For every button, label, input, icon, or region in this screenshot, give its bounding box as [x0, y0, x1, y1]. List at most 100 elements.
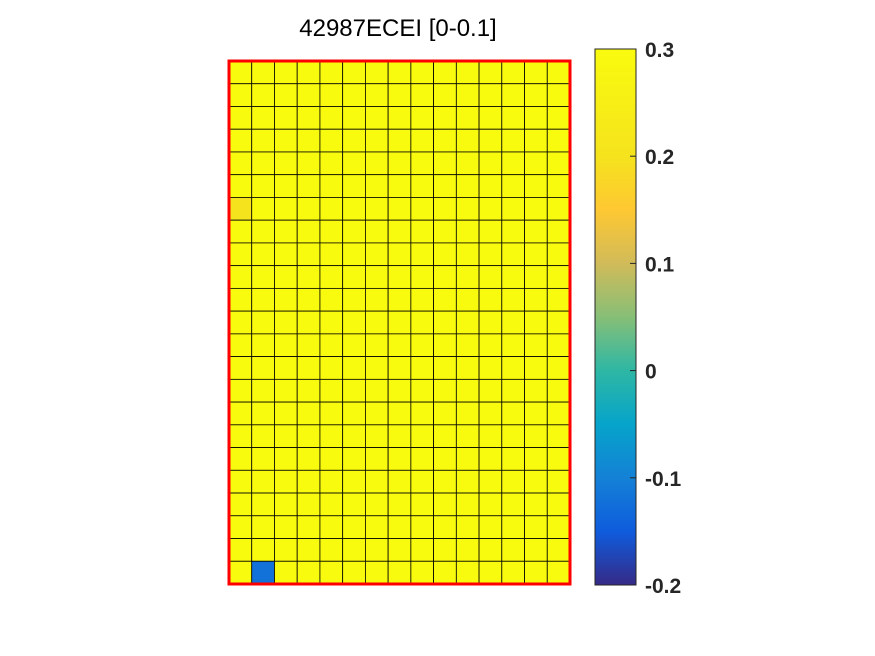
heatmap-cell	[319, 515, 344, 539]
heatmap-cell	[501, 83, 525, 107]
heatmap-cell	[478, 447, 503, 471]
heatmap-cell	[387, 560, 412, 585]
heatmap-cell	[524, 310, 548, 335]
heatmap-cell	[364, 447, 389, 471]
heatmap-cell	[478, 128, 503, 153]
heatmap-cell	[455, 378, 480, 403]
heatmap-cell	[455, 560, 480, 585]
heatmap-cell	[387, 515, 412, 539]
heatmap-cell	[501, 333, 525, 358]
heatmap-cell	[433, 310, 457, 335]
heatmap-cell	[251, 424, 275, 448]
heatmap-cell	[342, 197, 366, 221]
heatmap-cell	[251, 287, 275, 312]
heatmap-cell	[274, 128, 298, 153]
heatmap-cell	[274, 197, 298, 221]
heatmap-cell	[296, 447, 321, 471]
heatmap-cell	[296, 356, 321, 380]
heatmap-cell	[546, 492, 571, 517]
heatmap-cell	[296, 197, 321, 221]
heatmap-cell	[433, 242, 457, 267]
heatmap-cell	[364, 60, 389, 85]
heatmap-cell	[296, 106, 321, 130]
heatmap-cell	[524, 242, 548, 267]
heatmap-cell	[501, 378, 525, 403]
heatmap-cell	[546, 515, 571, 539]
heatmap-cell	[319, 219, 344, 244]
heatmap-cell	[546, 378, 571, 403]
heatmap-cell	[501, 492, 525, 517]
heatmap-cell	[387, 310, 412, 335]
heatmap-cell	[387, 538, 412, 562]
heatmap-cell	[546, 242, 571, 267]
heatmap-cell	[228, 378, 253, 403]
heatmap-cell	[546, 197, 571, 221]
heatmap-cell	[274, 560, 298, 585]
heatmap-cell	[524, 197, 548, 221]
heatmap-cell	[251, 106, 275, 130]
heatmap-cell	[546, 106, 571, 130]
heatmap-cell	[342, 424, 366, 448]
heatmap-cell	[251, 60, 275, 85]
heatmap-cell	[228, 242, 253, 267]
heatmap-cell	[364, 219, 389, 244]
heatmap-cell	[455, 287, 480, 312]
heatmap-cell	[296, 83, 321, 107]
heatmap-cell	[546, 60, 571, 85]
heatmap-cell	[364, 265, 389, 289]
heatmap-cell	[296, 219, 321, 244]
colorbar-tick-label: 0.1	[645, 253, 675, 276]
heatmap-cell	[524, 219, 548, 244]
heatmap-cell	[228, 356, 253, 380]
heatmap-cell	[546, 310, 571, 335]
heatmap-cell	[524, 60, 548, 85]
heatmap-cell	[274, 378, 298, 403]
heatmap-cell	[296, 424, 321, 448]
heatmap-cell	[478, 424, 503, 448]
heatmap-cell	[228, 401, 253, 426]
heatmap-cell	[455, 515, 480, 539]
heatmap-cell	[455, 492, 480, 517]
heatmap-cell	[296, 515, 321, 539]
heatmap-cell	[410, 174, 435, 198]
heatmap-cell	[319, 287, 344, 312]
heatmap-cell	[455, 197, 480, 221]
heatmap-cell	[410, 128, 435, 153]
heatmap-cell	[274, 333, 298, 358]
heatmap-cell	[455, 219, 480, 244]
heatmap-cell	[546, 287, 571, 312]
heatmap-cell	[478, 378, 503, 403]
heatmap-cell	[342, 401, 366, 426]
heatmap-cell	[478, 560, 503, 585]
heatmap-cell	[546, 265, 571, 289]
colorbar	[594, 48, 637, 586]
heatmap-cell	[478, 151, 503, 176]
heatmap-cell	[410, 560, 435, 585]
heatmap-cell	[274, 538, 298, 562]
heatmap-cell	[455, 265, 480, 289]
heatmap-cell	[433, 356, 457, 380]
heatmap-cell	[274, 219, 298, 244]
heatmap-cell	[387, 151, 412, 176]
heatmap-cell	[478, 60, 503, 85]
heatmap-cell	[296, 265, 321, 289]
heatmap-cell	[319, 560, 344, 585]
heatmap-cell	[228, 151, 253, 176]
heatmap-cell	[319, 151, 344, 176]
heatmap-cell	[501, 538, 525, 562]
heatmap-cell	[410, 424, 435, 448]
heatmap-cell	[228, 424, 253, 448]
chart-title: 42987ECEI [0-0.1]	[299, 15, 496, 42]
heatmap-cell	[478, 310, 503, 335]
heatmap-cell	[410, 265, 435, 289]
heatmap-cell	[524, 560, 548, 585]
heatmap-cell	[251, 174, 275, 198]
heatmap-cell	[342, 560, 366, 585]
heatmap-cell	[478, 197, 503, 221]
heatmap-cell	[410, 492, 435, 517]
heatmap-cell	[387, 174, 412, 198]
colorbar-tick-label: 0.2	[645, 146, 674, 169]
heatmap-cell	[455, 242, 480, 267]
heatmap-cell	[433, 106, 457, 130]
